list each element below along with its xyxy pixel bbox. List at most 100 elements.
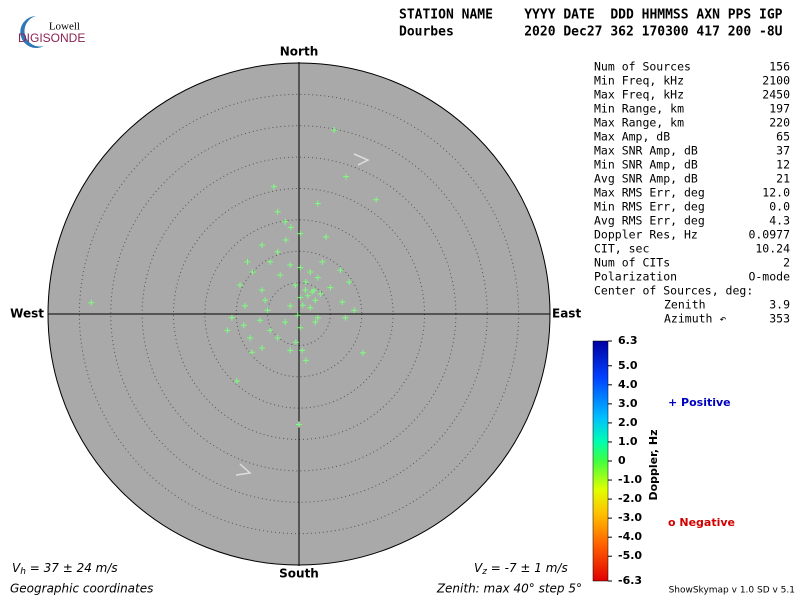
stat-label: Max Freq, kHz — [594, 88, 684, 102]
source-point — [228, 314, 235, 321]
source-point — [274, 334, 281, 341]
source-point — [304, 292, 311, 299]
stat-value: 197 — [769, 102, 790, 116]
stat-label: Center of Sources, deg: — [594, 284, 753, 298]
stat-value: 12 — [776, 158, 790, 172]
center-label: Zenith — [664, 298, 706, 312]
source-point — [247, 334, 254, 341]
source-point — [299, 302, 306, 309]
stat-label: Avg SNR Amp, dB — [594, 172, 698, 186]
source-point — [302, 278, 309, 285]
source-point — [337, 267, 344, 274]
source-point — [242, 302, 249, 309]
compass-north: North — [280, 45, 318, 59]
source-point — [302, 287, 309, 294]
center-label: Azimuth ↶ — [664, 312, 726, 326]
source-point — [339, 299, 346, 306]
source-point — [297, 264, 304, 271]
source-point — [351, 307, 358, 314]
source-point — [287, 262, 294, 269]
stat-label: Num of CITs — [594, 256, 670, 270]
colorbar-tick-label: -4.0 — [618, 530, 642, 543]
source-point — [274, 208, 281, 215]
vh: Vh = 37 ± 24 m/s — [12, 561, 118, 577]
colorbar-title: Doppler, Hz — [647, 429, 660, 500]
source-point — [297, 230, 304, 237]
colorbar-tick-label: -1.0 — [618, 473, 642, 486]
source-point — [267, 327, 274, 334]
source-point — [302, 357, 309, 364]
zenith-label: Zenith: max 40° step 5° — [436, 582, 582, 596]
colorbar-tick-label: 4.0 — [618, 378, 638, 391]
source-point — [373, 196, 380, 203]
source-point — [224, 327, 231, 334]
source-point — [312, 297, 319, 304]
source-point — [257, 317, 264, 324]
compass-west: West — [10, 307, 44, 321]
stat-label: Max SNR Amp, dB — [594, 144, 698, 158]
stat-value: 10.24 — [755, 242, 790, 256]
logo-top: Lowell — [49, 21, 80, 33]
source-point — [314, 314, 321, 321]
source-point — [294, 312, 301, 319]
source-point — [277, 272, 284, 279]
stat-label: Min SNR Amp, dB — [594, 158, 698, 172]
stat-label: Min RMS Err, deg — [594, 200, 705, 214]
stat-value: 65 — [776, 130, 790, 144]
source-point — [292, 339, 299, 346]
stat-label: Max RMS Err, deg — [594, 186, 705, 200]
coords-label: Geographic coordinates — [10, 582, 153, 596]
stat-label: Max Amp, dB — [594, 130, 670, 144]
source-point — [287, 302, 294, 309]
source-point — [312, 319, 319, 326]
stat-label: Min Freq, kHz — [594, 74, 684, 88]
source-point — [327, 284, 334, 291]
compass-east: East — [552, 307, 581, 321]
source-point — [322, 233, 329, 240]
stat-value: O-mode — [748, 270, 790, 284]
source-point — [307, 304, 314, 311]
stat-value: 12.0 — [762, 186, 790, 200]
colorbar — [592, 340, 609, 582]
colorbar-tick-label: -3.0 — [618, 511, 642, 524]
stat-value: 156 — [769, 60, 790, 74]
legend-positive: + Positive — [668, 396, 731, 409]
colorbar-tick-label: 2.0 — [618, 416, 638, 429]
colorbar-tick-label: -2.0 — [618, 492, 642, 505]
stat-label: Max Range, km — [594, 116, 684, 130]
colorbar-tick-label: -5.0 — [618, 549, 642, 562]
source-point — [297, 324, 304, 331]
source-point — [282, 319, 289, 326]
source-point — [249, 268, 256, 275]
decor-arrow — [353, 153, 370, 166]
source-point — [297, 294, 304, 301]
colorbar-tick-label: 6.3 — [618, 334, 638, 347]
source-point — [244, 258, 251, 265]
stat-value: 220 — [769, 116, 790, 130]
stat-value: 2450 — [762, 88, 790, 102]
source-point — [299, 347, 306, 354]
stat-label: Polarization — [594, 270, 677, 284]
source-point — [317, 290, 324, 297]
source-point — [287, 347, 294, 354]
colorbar-tick-label: 0 — [618, 454, 626, 467]
source-point — [282, 218, 289, 225]
source-point — [342, 314, 349, 321]
source-point — [270, 183, 277, 190]
stat-label: CIT, sec — [594, 242, 649, 256]
logo-icon — [20, 16, 44, 48]
colorbar-tick-label: 5.0 — [618, 359, 638, 372]
stat-label: Num of Sources — [594, 60, 691, 74]
stat-value: 0.0977 — [748, 228, 790, 242]
vz: Vz = -7 ± 1 m/s — [474, 561, 568, 577]
source-point — [258, 287, 265, 294]
center-value: 3.9 — [769, 298, 790, 312]
stat-label: Avg RMS Err, deg — [594, 214, 705, 228]
source-point — [360, 349, 367, 356]
source-point — [314, 274, 321, 281]
colorbar-tick-label: -6.3 — [618, 574, 642, 587]
source-point — [343, 173, 350, 180]
decor-arrow — [235, 463, 252, 476]
logo-main: DIGISONDE — [18, 31, 85, 45]
